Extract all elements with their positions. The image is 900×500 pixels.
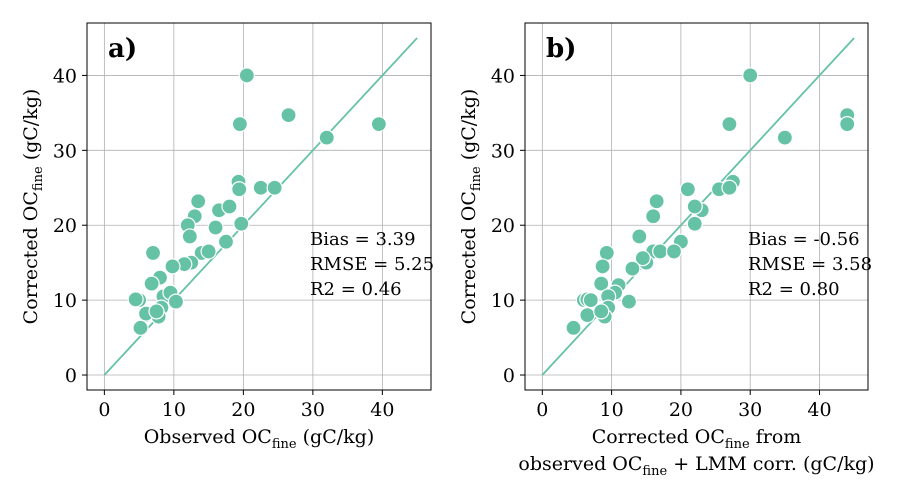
data-point (370, 116, 387, 133)
data-point (648, 193, 665, 210)
data-point (686, 198, 703, 215)
x-tick-label: 20 (231, 399, 255, 421)
data-point (721, 179, 738, 196)
stats-text: RMSE = 5.25 (310, 254, 434, 275)
data-point (839, 116, 856, 133)
data-point (266, 179, 283, 196)
y-tick-label: 20 (53, 215, 77, 237)
stats-text: Bias = 3.39 (310, 229, 416, 250)
x-tick-label: 0 (98, 399, 110, 421)
data-point (679, 181, 696, 198)
data-point (217, 233, 235, 250)
panel-label: b) (546, 34, 576, 64)
data-point (624, 260, 641, 277)
y-tick-label: 0 (503, 365, 515, 387)
y-tick-label: 30 (53, 140, 77, 162)
x-tick-label: 40 (370, 399, 394, 421)
data-point (207, 219, 224, 236)
panel-label: a) (108, 34, 137, 64)
x-tick-label: 30 (301, 399, 325, 421)
data-point (233, 215, 250, 232)
x-axis-label-line1: Corrected OCfine from (592, 426, 802, 452)
data-point (252, 179, 269, 196)
y-tick-label: 10 (491, 290, 515, 312)
data-point (164, 258, 181, 275)
data-point (721, 116, 738, 133)
data-point (238, 67, 255, 84)
data-point (686, 215, 703, 232)
data-point (148, 303, 165, 320)
y-tick-label: 30 (491, 140, 515, 162)
plot-frame (86, 22, 432, 391)
stats-text: R2 = 0.46 (310, 279, 402, 300)
data-point (318, 129, 335, 146)
data-point (776, 129, 793, 146)
data-point (634, 250, 651, 267)
x-axis-label: Observed OCfine (gC/kg) (144, 426, 375, 452)
y-tick-label: 0 (65, 365, 77, 387)
plot-frame (524, 22, 869, 391)
y-tick-label: 40 (53, 65, 77, 87)
y-tick-label: 10 (53, 290, 77, 312)
data-point (598, 244, 615, 262)
data-point (742, 67, 759, 84)
x-tick-label: 10 (162, 399, 186, 421)
data-point (594, 258, 611, 275)
y-axis-label: Corrected OCfine (gC/kg) (20, 89, 46, 325)
data-point (127, 291, 144, 308)
x-tick-label: 10 (600, 399, 624, 421)
data-point (631, 228, 648, 245)
y-axis-label: Corrected OCfine (gC/kg) (458, 89, 484, 325)
x-tick-label: 30 (738, 399, 762, 421)
data-point (143, 275, 160, 292)
one-to-one-line (103, 37, 418, 376)
data-point (280, 107, 297, 124)
stats-text: RMSE = 3.58 (748, 254, 872, 275)
data-point (620, 293, 638, 310)
data-point (231, 116, 248, 133)
stats-text: R2 = 0.80 (748, 279, 840, 300)
data-point (190, 193, 207, 210)
y-tick-label: 20 (491, 215, 515, 237)
x-tick-label: 0 (536, 399, 548, 421)
data-point (645, 208, 662, 225)
data-point (181, 228, 198, 245)
data-point (144, 244, 162, 262)
data-point (167, 293, 185, 310)
data-point (565, 319, 582, 336)
data-point (579, 307, 596, 324)
stats-text: Bias = -0.56 (748, 229, 860, 250)
y-tick-label: 40 (491, 65, 515, 87)
data-point (652, 243, 669, 260)
data-point (221, 198, 238, 215)
data-point (132, 319, 149, 336)
x-tick-label: 40 (807, 399, 831, 421)
data-point (593, 303, 610, 320)
data-point (665, 243, 683, 260)
x-axis-label-line2: observed OCfine + LMM corr. (gC/kg) (518, 453, 874, 479)
panel-a: 0 10 20 30 40 0 10 20 30 40 a) Bias = 3.39 RMSE = 5.… (20, 22, 434, 452)
data-point (231, 181, 248, 198)
data-point (593, 275, 610, 292)
data-point (582, 292, 599, 309)
x-tick-label: 20 (669, 399, 693, 421)
panel-b: 0 10 20 30 40 0 10 20 30 40 b) Bias = -0.56 RMSE = 3… (458, 22, 875, 479)
data-point (200, 243, 217, 260)
